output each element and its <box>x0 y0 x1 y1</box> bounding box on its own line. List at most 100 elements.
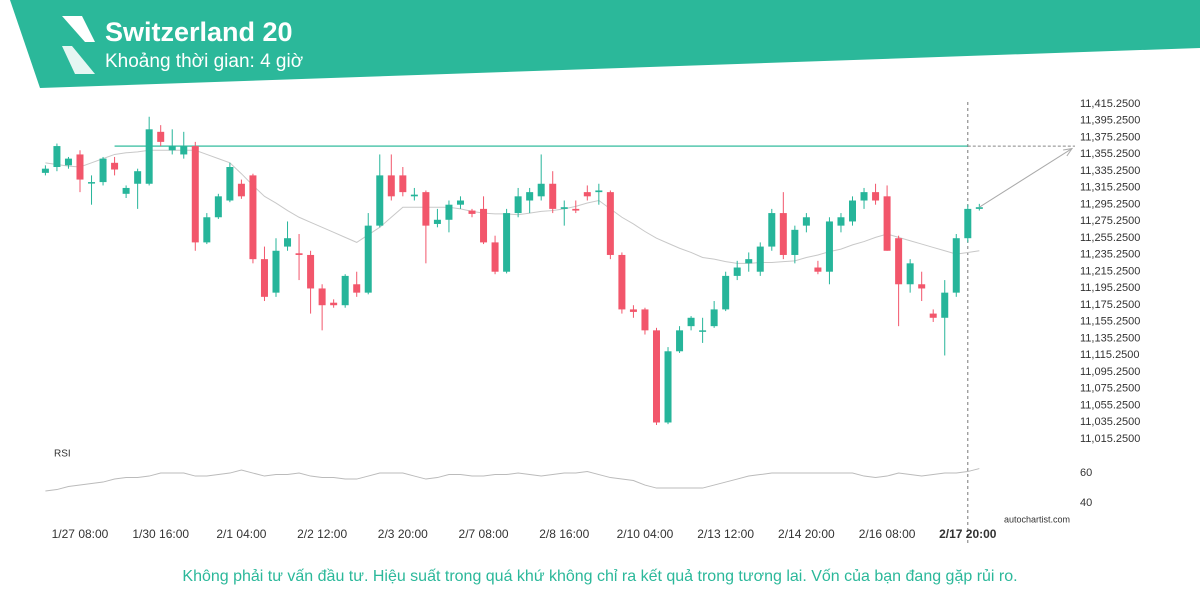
candle-body <box>76 154 84 180</box>
candle-body <box>249 175 257 260</box>
y-tick-label: 11,155.2500 <box>1080 316 1140 328</box>
candle-body <box>387 175 395 197</box>
y-tick-label: 11,135.2500 <box>1080 332 1140 344</box>
candle-body <box>849 200 856 222</box>
candle-body <box>837 217 845 226</box>
x-tick-label: 2/17 20:00 <box>939 527 997 541</box>
y-tick-label: 11,375.2500 <box>1080 131 1140 143</box>
y-tick-label: 11,075.2500 <box>1080 383 1140 395</box>
y-tick-label: 11,095.2500 <box>1080 366 1140 378</box>
moving-average <box>45 149 980 264</box>
candle-body <box>606 192 614 255</box>
forecast-arrowhead <box>1063 147 1074 157</box>
candle-body <box>272 250 280 293</box>
candle-body <box>284 238 292 247</box>
y-tick-label: 11,235.2500 <box>1080 249 1140 261</box>
candle-body <box>399 175 407 193</box>
candle-body <box>929 313 937 318</box>
candle-body <box>237 183 245 197</box>
candle-body <box>768 213 776 247</box>
candle-body <box>445 204 453 220</box>
candle-body <box>825 221 833 272</box>
candle-body <box>503 213 511 272</box>
candle-body <box>895 238 903 285</box>
candle-body <box>952 238 960 293</box>
candle-body <box>456 200 464 205</box>
rsi-label: RSI <box>54 449 71 460</box>
candle-body <box>191 146 199 243</box>
y-tick-label: 11,315.2500 <box>1080 182 1140 194</box>
candle-body <box>122 187 130 194</box>
candle-body <box>964 208 972 239</box>
forecast-arrow <box>979 148 1073 208</box>
header-band <box>10 0 1200 88</box>
x-tick-label: 2/7 08:00 <box>459 527 509 541</box>
candle-body <box>526 192 534 201</box>
x-tick-label: 2/1 04:00 <box>216 527 266 541</box>
candle-body <box>295 253 303 255</box>
rsi-tick-label: 40 <box>1080 497 1092 509</box>
candle-body <box>260 259 268 297</box>
candle-body <box>802 217 810 226</box>
candle-body <box>941 292 949 318</box>
candle-body <box>99 158 107 183</box>
candle-body <box>341 275 349 306</box>
logo <box>62 46 95 74</box>
candle-body <box>88 182 96 184</box>
x-tick-label: 2/3 20:00 <box>378 527 428 541</box>
candle-body <box>595 190 603 193</box>
candle-body <box>756 246 764 272</box>
logo <box>62 16 95 42</box>
y-tick-label: 11,295.2500 <box>1080 198 1140 210</box>
candle-body <box>145 129 153 184</box>
y-tick-label: 11,395.2500 <box>1080 115 1140 127</box>
x-tick-label: 2/2 12:00 <box>297 527 347 541</box>
candle-body <box>860 192 868 201</box>
candle-body <box>468 210 476 214</box>
rsi-line <box>45 468 980 492</box>
y-tick-label: 11,275.2500 <box>1080 215 1140 227</box>
subtitle: Khoảng thời gian: 4 giờ <box>105 51 303 72</box>
candle-body <box>318 288 326 306</box>
candle-body <box>180 146 188 155</box>
candle-body <box>779 213 787 255</box>
candle-body <box>699 330 707 332</box>
candle-body <box>168 146 176 151</box>
candle-body <box>376 175 384 226</box>
candle-body <box>618 254 626 310</box>
x-tick-label: 2/13 12:00 <box>697 527 754 541</box>
candle-body <box>872 192 880 201</box>
candle-body <box>364 225 372 293</box>
x-tick-label: 2/14 20:00 <box>778 527 835 541</box>
y-tick-label: 11,035.2500 <box>1080 416 1140 428</box>
candle-body <box>64 158 72 166</box>
candle-body <box>733 267 741 276</box>
candle-body <box>687 317 695 327</box>
candle-body <box>480 208 488 243</box>
y-tick-label: 11,415.2500 <box>1080 98 1140 110</box>
title: Switzerland 20 <box>105 17 293 47</box>
x-tick-label: 2/10 04:00 <box>617 527 674 541</box>
candle-body <box>975 207 983 209</box>
candle-body <box>307 254 315 289</box>
candle-body <box>906 263 914 285</box>
candle-body <box>214 196 222 218</box>
y-tick-label: 11,355.2500 <box>1080 148 1140 160</box>
candle-body <box>433 219 441 224</box>
candle-body <box>134 171 142 184</box>
x-tick-label: 1/27 08:00 <box>52 527 109 541</box>
y-tick-label: 11,195.2500 <box>1080 282 1140 294</box>
y-tick-label: 11,215.2500 <box>1080 265 1140 277</box>
candle-body <box>410 194 418 197</box>
candle-body <box>537 183 545 197</box>
candle-body <box>157 131 165 142</box>
y-tick-label: 11,255.2500 <box>1080 232 1140 244</box>
candle-body <box>814 267 822 272</box>
x-tick-label: 2/8 16:00 <box>539 527 589 541</box>
candle-body <box>652 330 660 423</box>
candle-body <box>226 167 234 201</box>
watermark: autochartist.com <box>1004 514 1070 524</box>
candle-body <box>111 162 119 170</box>
candle-body <box>422 192 430 226</box>
